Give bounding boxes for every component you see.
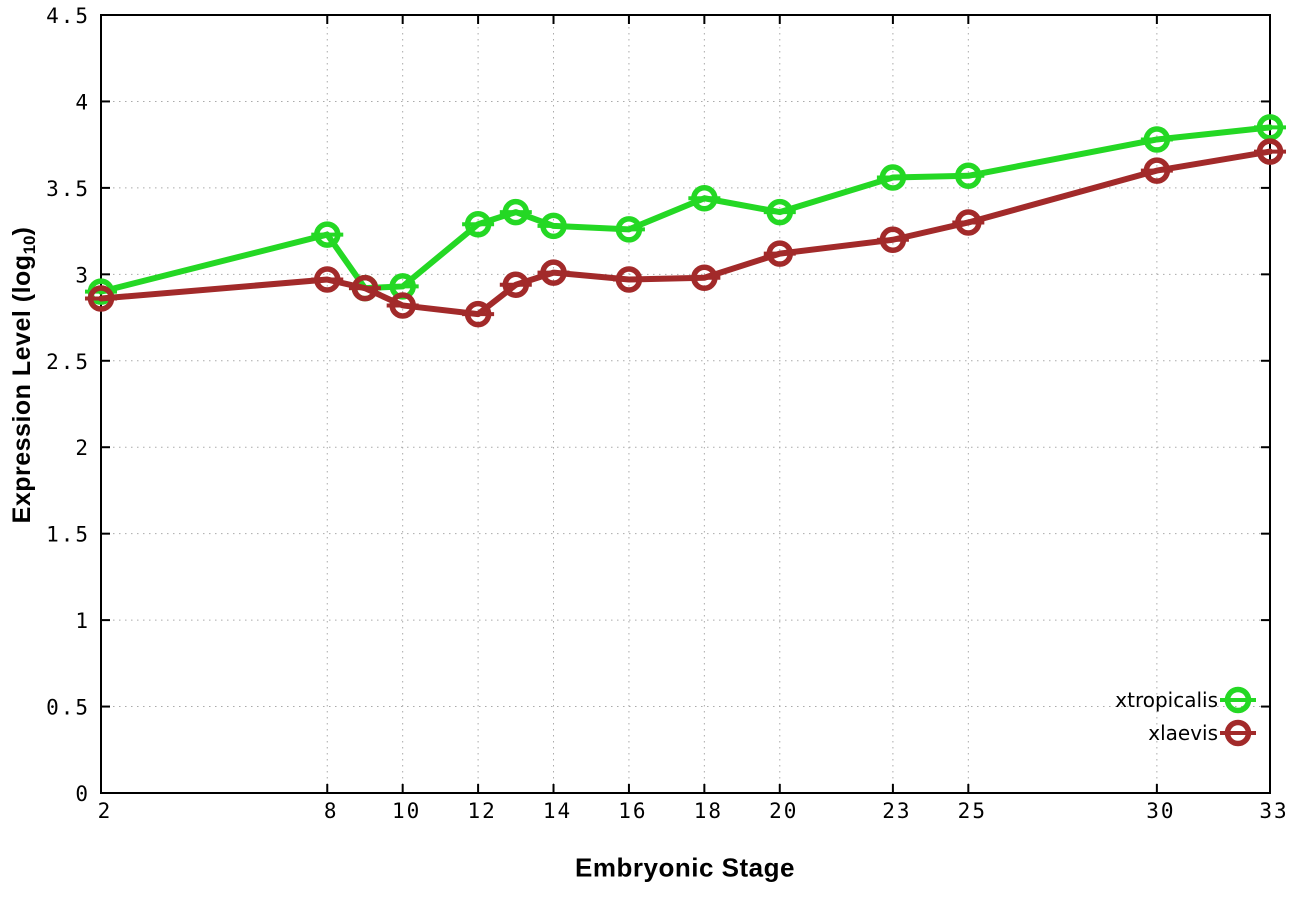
y-tick-label: 0 [75,782,90,806]
y-tick-label: 3.5 [46,177,90,201]
legend-label-xlaevis: xlaevis [1148,721,1218,745]
legend-label-xtropicalis: xtropicalis [1115,688,1218,712]
y-axis-title-text: Expression Level (log [8,254,36,524]
x-axis-title: Embryonic Stage [575,852,795,883]
data-point-xtropicalis-ring [464,210,492,238]
data-point-xtropicalis-ring [879,164,907,191]
data-point-xlaevis-ring [87,285,115,312]
data-point-xlaevis-ring [389,292,416,319]
y-tick-label: 1.5 [46,523,90,547]
y-axis-title: Expression Level (log10) [8,227,40,524]
x-tick-label: 23 [882,799,911,823]
x-tick-label: 8 [324,799,339,823]
data-point-xlaevis-ring [955,209,982,236]
x-tick-label: 20 [769,799,798,823]
data-point-xlaevis-ring [351,274,379,302]
data-point-xtropicalis-ring [314,221,341,248]
legend-sample-ring-xtropicalis [1224,686,1252,714]
data-point-xlaevis-ring [691,264,718,292]
data-point-xtropicalis-ring [615,216,643,243]
data-point-xlaevis-ring [1143,157,1171,184]
y-tick-label: 3 [75,263,90,287]
data-point-xlaevis-ring [540,259,567,286]
data-point-xlaevis-ring [615,266,643,293]
y-axis-title-close: ) [8,226,36,236]
y-tick-label: 4.5 [46,4,90,28]
data-point-xtropicalis-ring [766,198,794,226]
y-tick-label: 2 [75,436,90,460]
x-tick-label: 16 [618,799,647,823]
plot-border [100,14,1271,794]
data-point-xlaevis-ring [314,266,341,293]
y-tick-label: 1 [75,609,90,633]
x-tick-label: 33 [1259,799,1288,823]
data-point-xtropicalis-ring [540,212,567,240]
data-point-xlaevis-ring [1256,138,1284,165]
x-tick-label: 2 [98,799,113,823]
y-tick-label: 4 [75,90,90,114]
data-point-xlaevis-ring [766,240,794,267]
data-point-xlaevis-ring [464,300,492,328]
data-point-xtropicalis-ring [691,185,718,212]
x-tick-label: 10 [392,799,421,823]
y-tick-label: 2.5 [46,350,90,374]
series-line-xlaevis [98,148,1273,318]
data-point-xtropicalis-ring [502,198,530,226]
x-tick-label: 14 [543,799,572,823]
data-point-xtropicalis-ring [1143,126,1171,153]
series-line-xtropicalis [98,124,1273,295]
x-tick-label: 25 [958,799,987,823]
data-point-xlaevis-ring [502,271,530,298]
data-point-xlaevis-ring [879,226,907,254]
data-point-xtropicalis-ring [1256,114,1284,141]
x-tick-label: 18 [694,799,723,823]
data-point-xtropicalis-ring [955,162,982,190]
x-tick-label: 30 [1146,799,1175,823]
x-tick-label: 12 [467,799,496,823]
y-tick-label: 0.5 [46,696,90,720]
y-axis-title-subscript: 10 [20,235,39,255]
legend-sample-ring-xlaevis [1224,719,1252,747]
